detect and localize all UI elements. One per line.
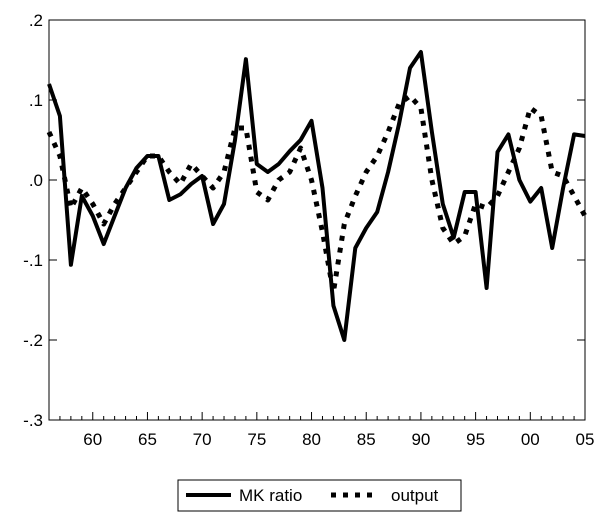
x-tick-label: 95 bbox=[466, 430, 485, 449]
x-tick-label: 05 bbox=[576, 430, 595, 449]
series-line-mk-ratio bbox=[47, 50, 586, 342]
y-tick-label: .2 bbox=[29, 11, 43, 30]
series-line-output bbox=[46, 93, 588, 295]
plot-frame bbox=[48, 19, 586, 421]
x-tick-label: 70 bbox=[193, 430, 212, 449]
x-tick-label: 90 bbox=[411, 430, 430, 449]
x-tick-label: 75 bbox=[247, 430, 266, 449]
legend-label-mk-ratio: MK ratio bbox=[239, 486, 302, 505]
x-axis-tick-labels: 60 65 70 75 80 85 90 95 00 05 bbox=[83, 430, 594, 449]
legend: MK ratio output bbox=[177, 479, 462, 512]
x-tick-label: 00 bbox=[521, 430, 540, 449]
x-axis-ticks bbox=[48, 412, 586, 420]
x-tick-label: 85 bbox=[357, 430, 376, 449]
y-axis-tick-labels: .2 .1 .0 -.1 -.2 -.3 bbox=[23, 11, 43, 430]
y-axis-ticks bbox=[49, 19, 585, 421]
legend-label-output: output bbox=[391, 486, 439, 505]
x-tick-label: 65 bbox=[138, 430, 157, 449]
y-tick-label: -.2 bbox=[23, 331, 43, 350]
y-tick-label: .0 bbox=[29, 171, 43, 190]
y-tick-label: .1 bbox=[29, 91, 43, 110]
y-tick-label: -.3 bbox=[23, 411, 43, 430]
series-layer bbox=[46, 50, 588, 342]
x-tick-label: 60 bbox=[83, 430, 102, 449]
y-tick-label: -.1 bbox=[23, 251, 43, 270]
x-tick-label: 80 bbox=[302, 430, 321, 449]
